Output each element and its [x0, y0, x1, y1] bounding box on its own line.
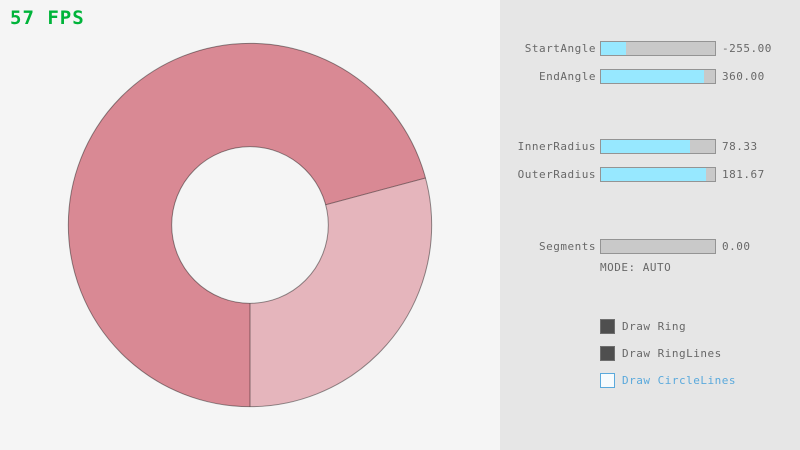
slider-row-startangle: StartAngle -255.00 [500, 41, 800, 56]
innerradius-slider[interactable] [600, 139, 716, 154]
checkbox-draw-ringlines[interactable]: Draw RingLines [600, 346, 722, 361]
innerradius-label: InnerRadius [517, 140, 596, 153]
startangle-label: StartAngle [524, 42, 596, 55]
innerradius-value: 78.33 [722, 140, 758, 153]
slider-fill [601, 168, 706, 181]
slider-fill [601, 70, 704, 83]
ring-shape [67, 42, 433, 408]
fps-counter: 57 FPS [10, 7, 85, 29]
slider-row-outerradius: OuterRadius 181.67 [500, 167, 800, 182]
startangle-slider[interactable] [600, 41, 716, 56]
checkbox-draw-ring[interactable]: Draw Ring [600, 319, 686, 334]
checkbox-label: Draw Ring [622, 320, 687, 333]
segments-slider[interactable] [600, 239, 716, 254]
checkbox-icon[interactable] [600, 319, 615, 334]
slider-row-innerradius: InnerRadius 78.33 [500, 139, 800, 154]
endangle-label: EndAngle [539, 70, 596, 83]
slider-row-segments: Segments 0.00 [500, 239, 800, 254]
checkbox-icon[interactable] [600, 373, 615, 388]
outerradius-slider[interactable] [600, 167, 716, 182]
control-panel: StartAngle -255.00 EndAngle 360.00 Inner… [500, 0, 800, 450]
outerradius-value: 181.67 [722, 168, 765, 181]
checkbox-label: Draw CircleLines [622, 374, 736, 387]
slider-fill [601, 42, 627, 55]
slider-fill [601, 140, 690, 153]
endangle-value: 360.00 [722, 70, 765, 83]
slider-row-endangle: EndAngle 360.00 [500, 69, 800, 84]
endangle-slider[interactable] [600, 69, 716, 84]
drawing-canvas: 57 FPS [10, 7, 433, 408]
segments-value: 0.00 [722, 240, 751, 253]
checkbox-draw-circlelines[interactable]: Draw CircleLines [600, 373, 736, 388]
outerradius-label: OuterRadius [517, 168, 596, 181]
mode-label: MODE: AUTO [600, 261, 672, 274]
startangle-value: -255.00 [722, 42, 772, 55]
checkbox-icon[interactable] [600, 346, 615, 361]
checkbox-label: Draw RingLines [622, 347, 722, 360]
segments-label: Segments [539, 240, 596, 253]
